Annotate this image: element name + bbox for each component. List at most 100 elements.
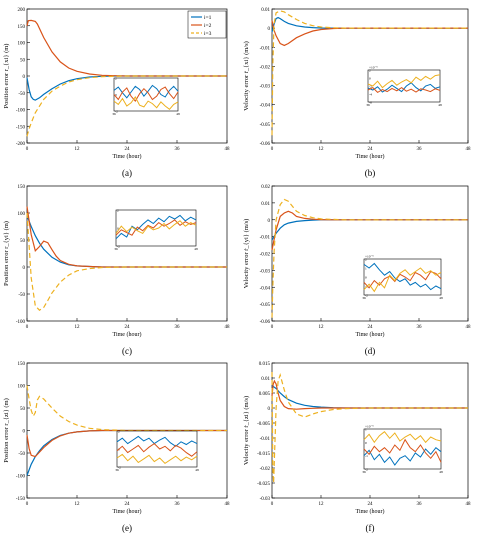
y-tick-label: -0.015 [257, 452, 270, 457]
inset-series-line-2 [113, 86, 179, 102]
x-tick-label: 48 [225, 325, 231, 330]
panel-caption: (a) [122, 168, 132, 178]
y-tick-label: -0.04 [260, 104, 271, 109]
inset-exponent-label: ×10⁻⁵ [369, 66, 378, 70]
inset-y-tick-label: 0 [369, 77, 371, 81]
series-line-3 [26, 75, 227, 137]
panel-caption: (d) [365, 346, 376, 356]
y-tick-label: -0.05 [260, 123, 271, 128]
series-line-1 [271, 385, 468, 409]
y-tick-label: -0.02 [260, 467, 271, 472]
y-axis-label: Position error r_{yi} (m) [3, 221, 10, 286]
x-tick-label: 12 [319, 502, 325, 507]
plot-frame [271, 185, 469, 322]
inset-exponent-label: ×10⁻⁵ [365, 255, 374, 259]
inset-series-line-1 [115, 214, 197, 240]
series-line-2 [271, 210, 468, 251]
y-tick-label: -50 [18, 293, 25, 298]
y-tick-label: -100 [16, 320, 26, 325]
y-tick-label: -0.03 [260, 85, 271, 90]
x-tick-label: 36 [175, 502, 181, 507]
y-tick-label: 50 [20, 58, 26, 63]
y-tick-label: -0.03 [260, 497, 271, 502]
y-tick-label: -0.01 [260, 437, 271, 442]
legend-label: i=1 [204, 15, 212, 21]
x-tick-label: 48 [225, 147, 231, 152]
y-axis-label: Velocity error ṙ_{zi} (m/s) [243, 396, 250, 465]
inset-y-tick-label: 1 [365, 428, 367, 432]
y-tick-label: 0.015 [259, 362, 271, 367]
y-tick-label: 0.02 [261, 185, 270, 190]
y-tick-label: 150 [18, 185, 26, 190]
y-tick-label: -150 [16, 497, 26, 502]
y-tick-label: 0.01 [261, 8, 270, 13]
series-line-3 [271, 198, 468, 318]
x-tick-label: 48 [225, 502, 231, 507]
inset-x-tick-label: 36 [112, 112, 116, 116]
inset-y-tick-label: 0 [115, 93, 117, 97]
y-tick-label: 0.01 [261, 377, 270, 382]
y-tick-label: -0.025 [257, 482, 270, 487]
series-line-3 [26, 385, 227, 432]
inset-series-line-2 [363, 438, 442, 463]
legend-label: i=3 [204, 31, 212, 37]
x-tick-label: 12 [319, 147, 325, 152]
inset-y-tick-label: -2 [369, 85, 372, 89]
y-tick-label: -200 [16, 142, 26, 147]
y-tick-label: 0 [23, 430, 26, 435]
x-tick-label: 24 [125, 147, 131, 152]
inset-series-line-3 [113, 96, 179, 110]
y-tick-label: 100 [18, 385, 26, 390]
series-line-1 [271, 219, 468, 241]
panel-caption: (e) [122, 523, 132, 533]
y-tick-label: -100 [16, 109, 26, 114]
inset-x-tick-label: 36 [362, 296, 366, 300]
series-line-3 [271, 371, 468, 484]
legend-label: i=2 [204, 23, 212, 29]
inset-series-line-1 [116, 435, 198, 447]
inset-x-tick-label: 48 [438, 103, 442, 107]
inset-x-tick-label: 48 [195, 468, 199, 472]
y-tick-label: 0 [268, 27, 271, 32]
inset-x-tick-label: 48 [439, 470, 443, 474]
inset-plot: 2 0 -236 48 [114, 209, 198, 252]
x-tick-label: 24 [125, 325, 131, 330]
series-line-2 [271, 20, 468, 47]
x-tick-label: 0 [26, 325, 29, 330]
y-tick-label: 100 [18, 42, 26, 47]
y-tick-label: 0 [268, 219, 271, 224]
y-axis-label: Velocity error ṙ_{xi} (m/s) [243, 41, 250, 111]
panel-a: -200 -150 -100 -50 0 50 100 150 200 0 12 24 36 48 Time… [3, 8, 230, 178]
inset-series-line-2 [116, 442, 198, 457]
x-axis-label: Time (hour) [113, 508, 142, 515]
x-tick-label: 48 [466, 325, 472, 330]
x-tick-label: 24 [368, 147, 374, 152]
x-tick-label: 48 [466, 147, 472, 152]
y-tick-label: -0.05 [260, 303, 271, 308]
inset-series-line-3 [367, 74, 441, 89]
x-tick-label: 36 [417, 502, 423, 507]
x-tick-label: 36 [417, 147, 423, 152]
inset-frame [363, 428, 442, 470]
y-tick-label: -0.01 [260, 46, 271, 51]
y-tick-label: -0.06 [260, 320, 271, 325]
inset-series-line-2 [363, 270, 442, 289]
y-tick-label: 50 [20, 407, 26, 412]
inset-frame [367, 69, 441, 103]
inset-exponent-label: ×10⁻⁵ [365, 425, 374, 429]
y-tick-label: -0.06 [260, 142, 271, 147]
inset-series-line-1 [113, 84, 179, 99]
x-tick-label: 12 [75, 147, 81, 152]
x-tick-label: 0 [271, 325, 274, 330]
panel-c: -100 -50 0 50 100 150 0 12 24 36 48 Time (hour) Posi… [3, 185, 230, 356]
x-tick-label: 0 [271, 502, 274, 507]
y-axis-label: Position error r_{xi} (m) [3, 44, 10, 109]
inset-x-tick-label: 36 [114, 247, 118, 251]
x-tick-label: 0 [271, 147, 274, 152]
inset-plot: 1 0 -1 -236 48 ×10⁻⁵ [362, 425, 443, 475]
inset-x-tick-label: 36 [115, 468, 119, 472]
plot-frame [26, 185, 228, 322]
x-tick-label: 12 [75, 325, 81, 330]
y-tick-label: -50 [18, 92, 25, 97]
inset-plot: -6 -4 -2 0 2 36 48 ×10⁻⁵ [366, 66, 442, 108]
